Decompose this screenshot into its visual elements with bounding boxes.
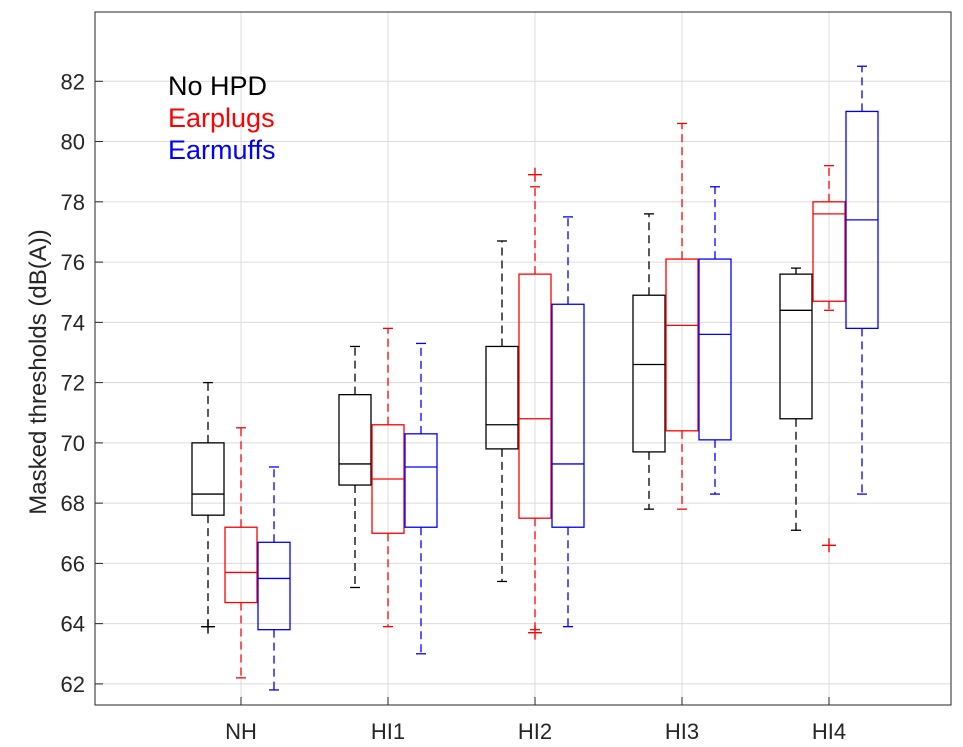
y-tick-label: 78 — [61, 190, 85, 215]
interquartile-box — [779, 273, 813, 420]
box-no-hpd-hi1 — [338, 345, 372, 589]
y-axis-label: Masked thresholds (dB(A)) — [25, 229, 52, 514]
y-tick-label: 68 — [61, 491, 85, 516]
axes: 62 64 66 68 70 72 74 76 78 80 82 NH HI1 HI2 HI3 HI4 — [61, 11, 952, 744]
plot-background — [95, 12, 951, 705]
interquartile-box — [191, 442, 225, 516]
y-tick-label: 72 — [61, 371, 85, 396]
interquartile-box — [257, 541, 291, 631]
box-series — [191, 65, 879, 691]
x-tick-label: HI4 — [812, 719, 846, 744]
interquartile-box — [551, 303, 585, 528]
box-earplugs-hi1 — [371, 327, 405, 628]
interquartile-box — [404, 433, 438, 528]
box-no-hpd-hi4 — [779, 267, 813, 531]
grid-lines — [95, 12, 951, 705]
box-earmuffs-hi4 — [845, 65, 879, 495]
interquartile-box — [224, 526, 258, 604]
interquartile-box — [338, 394, 372, 486]
box-no-hpd-nh — [191, 381, 225, 634]
y-tick-label: 80 — [61, 130, 85, 155]
outlier-marker — [822, 538, 836, 553]
y-tick-label: 62 — [61, 672, 85, 697]
interquartile-box — [665, 258, 699, 432]
x-tick-label: HI1 — [371, 719, 405, 744]
interquartile-box — [485, 345, 519, 450]
outlier-marker — [201, 619, 215, 634]
interquartile-box — [632, 294, 666, 453]
outlier-marker — [528, 167, 542, 182]
box-earplugs-nh — [224, 427, 258, 679]
legend-entry: No HPD — [168, 71, 267, 101]
outlier-marker — [528, 625, 542, 640]
y-tick-label: 76 — [61, 250, 85, 275]
box-no-hpd-hi3 — [632, 213, 666, 510]
x-tick-label: HI2 — [518, 719, 552, 744]
box-earmuffs-hi2 — [551, 216, 585, 628]
y-tick-label: 74 — [61, 310, 85, 335]
x-tick-label: NH — [225, 719, 257, 744]
box-earmuffs-nh — [257, 466, 291, 691]
legend-entry: Earmuffs — [168, 135, 276, 165]
interquartile-box — [812, 201, 846, 302]
box-earplugs-hi3 — [665, 122, 699, 510]
box-earplugs-hi4 — [812, 165, 846, 553]
y-tick-label: 82 — [61, 69, 85, 94]
interquartile-box — [698, 258, 732, 441]
x-tick-label: HI3 — [665, 719, 699, 744]
axes-frame — [94, 11, 952, 706]
box-earplugs-hi2 — [518, 167, 552, 640]
box-earmuffs-hi3 — [698, 186, 732, 495]
y-tick-label: 70 — [61, 431, 85, 456]
legend-entry: Earplugs — [168, 103, 275, 133]
plot-area — [95, 12, 951, 705]
y-tick-label: 66 — [61, 551, 85, 576]
interquartile-box — [518, 273, 552, 519]
box-earmuffs-hi1 — [404, 342, 438, 655]
box-no-hpd-hi2 — [485, 240, 519, 583]
y-tick-label: 64 — [61, 612, 85, 637]
